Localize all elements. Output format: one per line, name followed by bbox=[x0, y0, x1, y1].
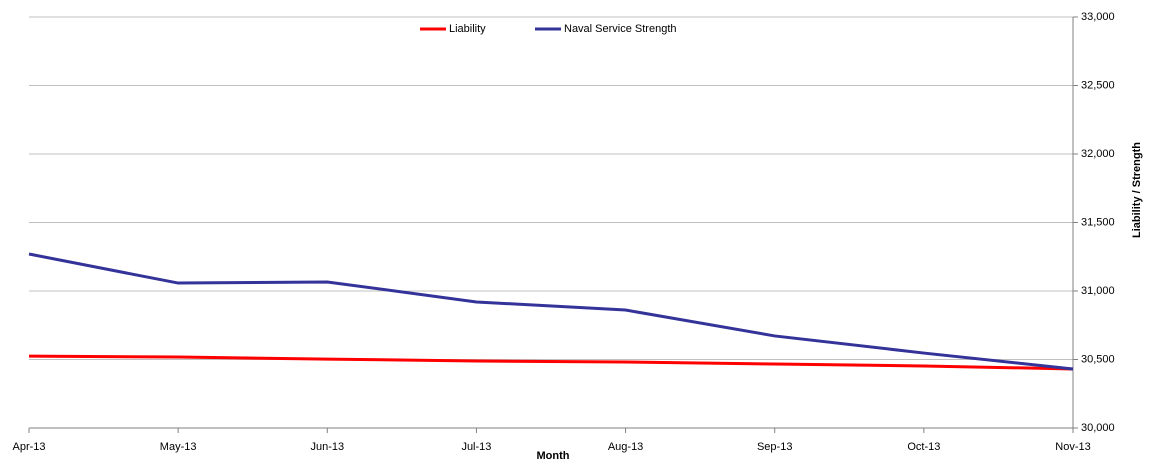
x-axis-label: Month bbox=[537, 450, 570, 462]
y-tick-label: 32,000 bbox=[1081, 148, 1115, 160]
y-tick-label: 30,500 bbox=[1081, 353, 1115, 365]
y-tick-label: 31,000 bbox=[1081, 285, 1115, 297]
x-tick-label: Aug-13 bbox=[608, 441, 643, 453]
legend-label: Liability bbox=[449, 23, 486, 35]
x-tick-label: May-13 bbox=[160, 441, 197, 453]
x-tick-label: Jul-13 bbox=[461, 441, 491, 453]
y-tick-label: 31,500 bbox=[1081, 216, 1115, 228]
x-tick-label: Jun-13 bbox=[310, 441, 344, 453]
x-tick-label: Oct-13 bbox=[907, 441, 940, 453]
x-tick-label: Apr-13 bbox=[12, 441, 45, 453]
y-axis-label: Liability / Strength bbox=[1131, 142, 1143, 238]
x-tick-label: Nov-13 bbox=[1055, 441, 1090, 453]
series-line bbox=[28, 354, 1074, 371]
y-tick-label: 32,500 bbox=[1081, 79, 1115, 91]
series-line bbox=[28, 252, 1074, 371]
y-tick-label: 33,000 bbox=[1081, 11, 1115, 23]
y-tick-label: 30,000 bbox=[1081, 422, 1115, 434]
x-tick-label: Sep-13 bbox=[757, 441, 792, 453]
legend-label: Naval Service Strength bbox=[564, 23, 677, 35]
